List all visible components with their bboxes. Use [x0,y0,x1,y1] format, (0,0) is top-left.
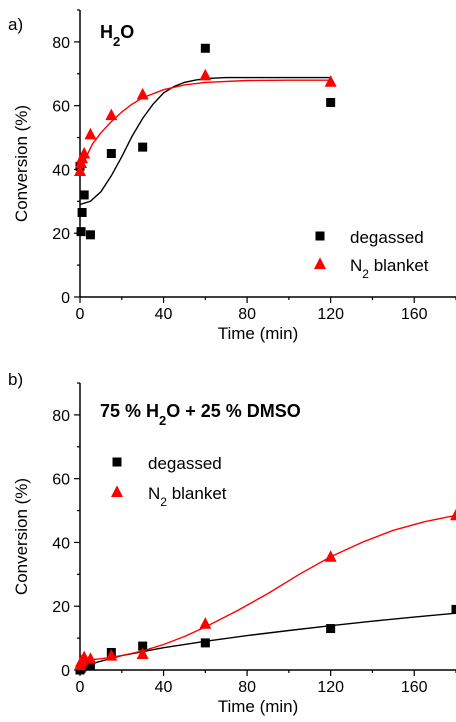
data-point-n2-blanket [78,146,91,159]
panel-letter: a) [8,15,23,34]
x-axis-title: Time (min) [218,697,299,716]
data-point-n2-blanket [84,127,97,140]
legend-marker-degassed [112,457,122,467]
y-tick-label: 80 [52,35,70,52]
legend-label-n2-blanket: N2 blanket [148,484,227,509]
legend-marker-n2-blanket [314,257,326,269]
y-tick-label: 80 [52,408,70,425]
x-tick-label: 40 [155,679,173,696]
data-point-n2-blanket [199,617,212,629]
y-axis-title: Conversion (%) [12,105,31,222]
y-tick-label: 20 [52,226,70,243]
legend-label-n2-blanket: N2 blanket [350,256,429,281]
data-point-degassed [200,638,210,648]
data-point-n2-blanket [105,108,118,121]
data-point-degassed [76,227,86,237]
x-tick-label: 120 [317,306,344,323]
data-point-degassed [451,604,456,614]
data-point-degassed [326,97,336,107]
y-tick-label: 40 [52,535,70,552]
data-point-n2-blanket [136,87,149,100]
y-tick-label: 60 [52,99,70,116]
x-tick-label: 0 [76,306,85,323]
panel-title: H2O [100,22,134,49]
data-point-degassed [85,660,95,670]
y-tick-label: 0 [61,663,70,680]
x-tick-label: 160 [401,306,428,323]
data-point-n2-blanket [450,508,456,521]
data-point-degassed [138,142,148,152]
y-tick-label: 40 [52,162,70,179]
data-point-n2-blanket [74,164,86,176]
data-point-n2-blanket [84,652,97,664]
data-point-degassed [326,624,336,634]
legend-label-degassed: degassed [148,454,222,473]
data-point-n2-blanket [199,68,212,81]
fit-curve-n2-blanket [80,79,331,170]
data-point-degassed [106,149,116,158]
data-point-n2-blanket [324,550,337,562]
x-tick-label: 0 [76,679,85,696]
y-tick-label: 20 [52,599,70,616]
data-point-degassed [138,641,148,651]
chart-panel-b: b) 75 % H2O + 25 % DMSO 0 20 40 60 80 0 40 80 120 1… [8,370,456,716]
data-point-degassed [200,43,210,53]
legend-marker-n2-blanket [111,485,123,497]
legend-marker-degassed [315,231,325,241]
x-tick-label: 80 [238,306,256,323]
y-tick-label: 60 [52,472,70,489]
data-point-degassed [77,207,87,217]
panel-title: 75 % H2O + 25 % DMSO [100,401,301,428]
x-tick-label: 40 [155,306,173,323]
legend-label-degassed: degassed [350,228,424,247]
chart-panel-a: a) H2O 0 20 40 60 80 0 40 80 120 160 Time (min) Conve… [8,9,456,343]
data-point-n2-blanket [136,647,149,660]
data-point-n2-blanket [105,649,118,661]
x-tick-label: 160 [401,679,428,696]
x-tick-label: 120 [317,679,344,696]
fit-curve-degassed [80,612,456,668]
x-tick-label: 80 [238,679,256,696]
fit-curve-degassed [80,76,331,206]
data-point-n2-blanket [324,75,337,87]
x-axis-title: Time (min) [218,324,299,343]
y-axis-title: Conversion (%) [12,478,31,595]
data-point-degassed [85,230,95,240]
y-tick-label: 0 [61,290,70,307]
panel-letter: b) [8,370,23,389]
fit-curve-n2-blanket [80,514,456,662]
data-point-degassed [79,190,89,200]
